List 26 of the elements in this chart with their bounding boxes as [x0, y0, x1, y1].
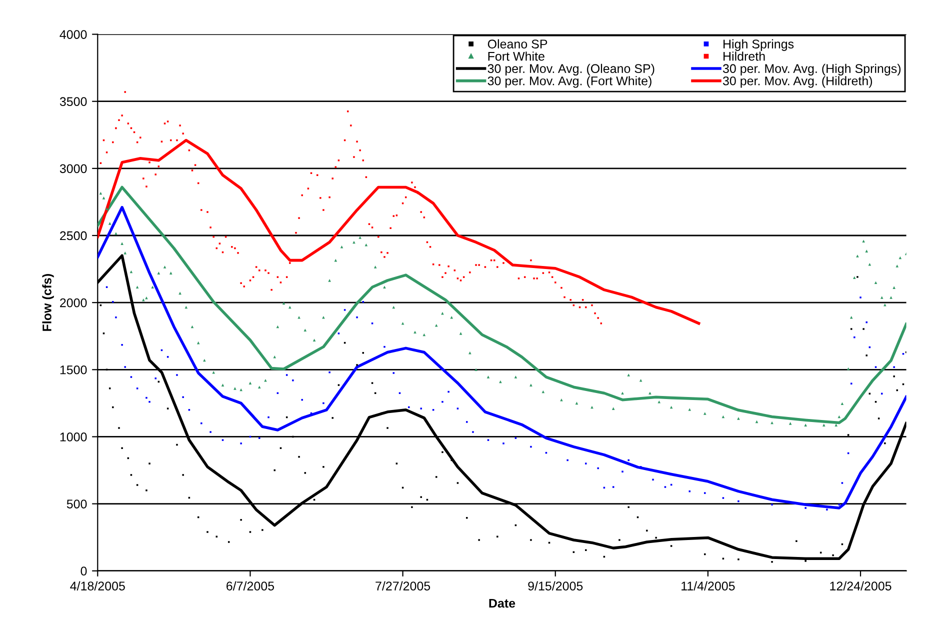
x-tick-label: 9/15/2005	[528, 581, 583, 590]
legend-label: High Springs	[724, 39, 794, 51]
legend-label: 30 per. Mov. Avg. (High Springs)	[722, 64, 901, 76]
x-axis-title: Date	[489, 598, 516, 608]
y-tick-label: 3500	[60, 97, 87, 106]
x-tick-label: 12/24/2005	[830, 581, 892, 590]
line-series	[98, 138, 700, 325]
legend-label: 30 per. Mov. Avg. (Hildreth)	[722, 76, 872, 88]
x-tick-label: 11/4/2005	[682, 581, 735, 590]
y-tick-label: 2500	[60, 231, 87, 240]
y-axis-title: Flow (cfs)	[42, 274, 54, 331]
y-tick-label: 1000	[60, 432, 87, 442]
legend-label: Oleano SP	[488, 39, 548, 48]
y-tick-label: 4000	[60, 30, 87, 39]
x-tick-label: 6/7/2005	[226, 581, 274, 590]
legend-label: 30 per. Mov. Avg. (Oleano SP)	[488, 64, 654, 76]
x-tick-label: 7/27/2005	[376, 581, 430, 590]
y-tick-label: 0	[80, 566, 87, 576]
legend-label: Hildreth	[724, 52, 765, 61]
y-tick-label: 500	[66, 500, 87, 508]
legend-label: Fort White	[488, 52, 544, 61]
x-tick-label: 4/18/2005	[70, 581, 125, 590]
y-tick-label: 2000	[60, 298, 87, 308]
y-tick-label: 1500	[60, 365, 87, 374]
legend-label: 30 per. Mov. Avg. (Fort White)	[488, 76, 652, 88]
y-tick-label: 3000	[60, 164, 87, 174]
